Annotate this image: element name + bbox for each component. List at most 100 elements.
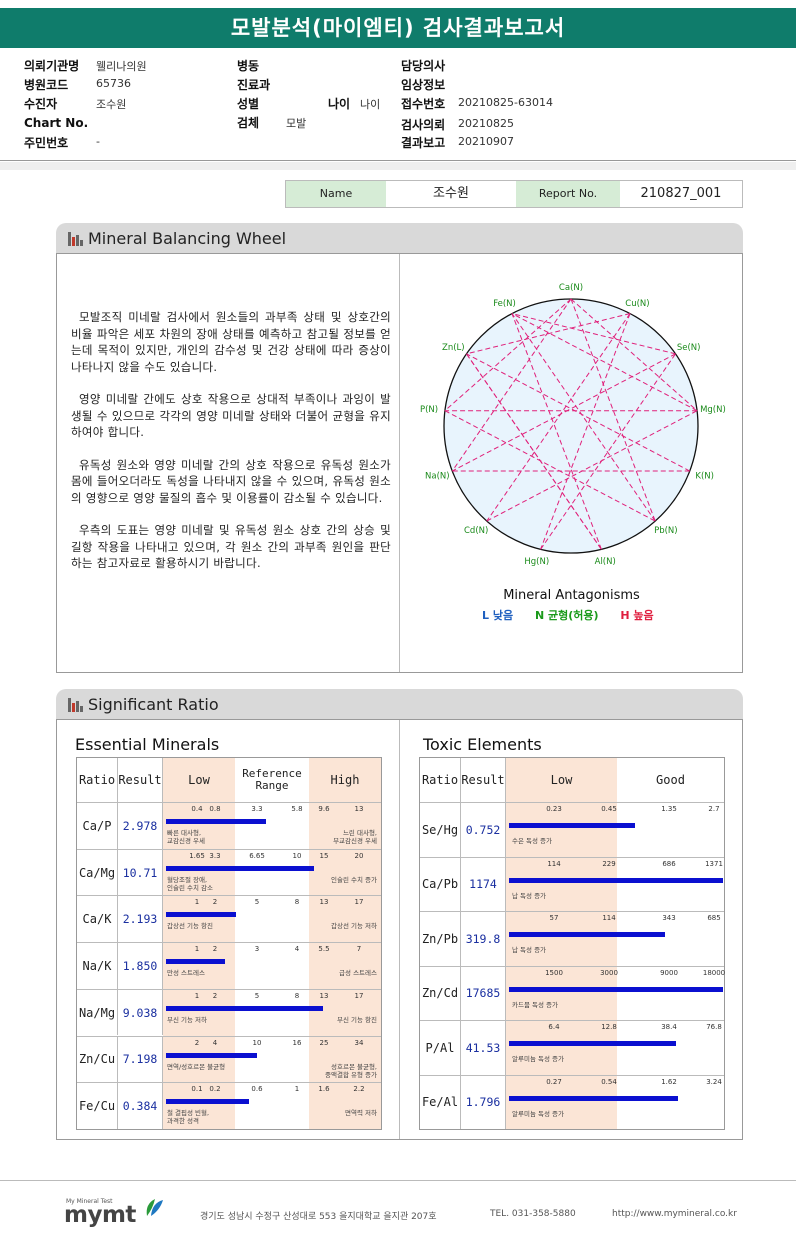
header-low: Low [188,773,210,787]
high-note: 면역력 저하 [345,1109,377,1118]
toxic-row: Ca/Pb 1174 114 229 686 1371 납 독성 증가 [420,856,724,911]
tick-label: 13 [354,805,364,813]
toxic-row: Zn/Cd 17685 1500 3000 9000 18000 카드뮴 독성 증가 [420,965,726,1020]
tick-label: 686 [662,859,676,868]
patient-value: 조수원 [96,98,127,111]
tick-label: 6.65 [249,851,265,860]
tick-label: 2 [212,945,218,954]
wheel-element-label: Hg(N) [524,557,549,567]
antagonism-line [466,353,690,472]
tick-label: 9000 [660,968,678,977]
tick-label: 229 [602,859,616,868]
tick-label: 1 [194,945,200,954]
tick-label: 0.1 [191,1085,203,1094]
wheel-element-label: Cd(N) [464,526,488,536]
ratio-name: Zn/Pb [420,912,461,966]
ratio-result: 2.193 [118,896,163,943]
institution-label: 의뢰기관명 [24,59,80,73]
hospital-code-value: 65736 [96,77,131,90]
ratio-divider [399,720,400,1139]
tick-label: 114 [547,859,561,868]
report-no-label: Report No. [516,181,620,207]
wheel-element-label: Na(N) [425,471,450,481]
paragraph: 우측의 도표는 영양 미네랄 및 유독성 원소 상호 간의 상승 및 길항 작용… [71,523,391,570]
ratio-name: Fe/Cu [77,1083,118,1129]
footer-url[interactable]: http://www.mymineral.co.kr [612,1209,737,1219]
specimen-value: 모발 [286,117,307,130]
report-no-value: 210827_001 [640,186,722,201]
ratio-bar [166,819,266,824]
ratio-section-header: Significant Ratio [56,689,743,720]
header-ratio: Ratio [77,758,118,802]
header-result: Result [118,758,163,802]
tick-label: 9.6 [318,805,330,813]
ratio-result: 2.978 [118,803,163,849]
tick-label: 4 [212,1038,218,1047]
tick-label: 3.3 [251,805,263,813]
ratio-name: Fe/Al [420,1075,461,1129]
tick-label: 2 [212,898,218,907]
wheel-element-label: Pb(N) [654,526,678,536]
antagonism-line [511,313,676,355]
ratio-bar [509,1095,678,1101]
tick-label: 12.8 [601,1023,617,1031]
legend-low: L 낮음 [482,609,514,622]
tick-label: 0.54 [601,1077,617,1086]
toxic-table: Ratio Result Low Good Se/Hg 0.752 0.23 0.45… [419,757,725,1130]
tick-label: 1 [194,991,200,1000]
bar-chart-icon [68,698,83,712]
receipt-value: 20210825-63014 [458,96,553,109]
low-note: 카드뮴 독성 증가 [512,1000,558,1009]
low-note: 납 독성 증가 [512,891,547,900]
clinical-label: 임상정보 [401,78,446,92]
antagonism-line [511,313,656,522]
name-label: Name [286,181,386,207]
dept-label: 진료과 [237,78,271,92]
ratio-result: 1.850 [118,943,163,989]
tick-label: 5 [254,991,260,1000]
tick-label: 1371 [705,859,723,868]
tick-label: 0.4 [191,805,203,813]
toxic-title: Toxic Elements [423,735,542,754]
low-note: 납 독성 증가 [512,946,547,954]
tick-label: 3 [254,945,260,954]
low-note: 철 결핍성 빈혈, 과격한 성격 [167,1109,210,1126]
header-ratio: Ratio [420,758,461,802]
low-note: 갑상선 기능 항진 [167,922,213,931]
toxic-row: P/Al 41.53 6.4 12.8 38.4 76.8 알루미늄 독성 증가 [420,1020,724,1075]
ratio-result: 41.53 [461,1021,506,1075]
header-result: Result [461,758,506,802]
header-low: Low [550,773,573,787]
tick-label: 17 [354,991,364,1000]
tick-label: 18000 [702,968,726,977]
tick-label: 114 [602,914,616,922]
wheel-description: 모발조직 미네랄 검사에서 원소들의 과부족 상태 및 상호간의 비율 파악은 … [71,309,391,572]
tick-label: 15 [319,851,329,860]
low-note: 만성 스트레스 [167,969,205,978]
tick-label: 2 [212,991,218,1000]
footer-tel: TEL. 031-358-5880 [490,1209,576,1219]
age-value: 나이 [360,98,381,111]
doctor-label: 담당의사 [401,59,446,73]
low-note: 알루미늄 독성 증가 [512,1109,564,1118]
tick-label: 1.65 [189,851,205,860]
high-note: 느린 대사형, 부교감신경 우세 [333,829,377,845]
ratio-bar [166,959,225,965]
tick-label: 0.45 [601,805,617,813]
ratio-result: 7.198 [118,1036,163,1083]
low-note: 혈당조절 장애, 인슐린 수치 감소 [167,875,213,892]
chart-label: Chart No. [24,116,89,130]
brand-logo: mymt [64,1202,136,1228]
patient-label: 수진자 [24,97,58,111]
toxic-row: Zn/Pb 319.8 57 114 343 685 납 독성 증가 [420,911,724,966]
ratio-result: 17685 [461,966,506,1020]
wheel-circle [443,298,699,554]
tick-label: 0.27 [546,1077,562,1086]
ratio-section-title: Significant Ratio [88,695,219,714]
antagonism-line [570,298,698,412]
ratio-bar [166,865,314,871]
essential-row: Zn/Cu 7.198 2 4 10 16 25 34 면역/성호르몬 불균형 성호르몬 불균형,… [77,1035,381,1083]
low-note: 면역/성호르몬 불균형 [167,1062,226,1071]
wheel-divider [399,254,400,672]
tick-label: 76.8 [706,1023,722,1031]
